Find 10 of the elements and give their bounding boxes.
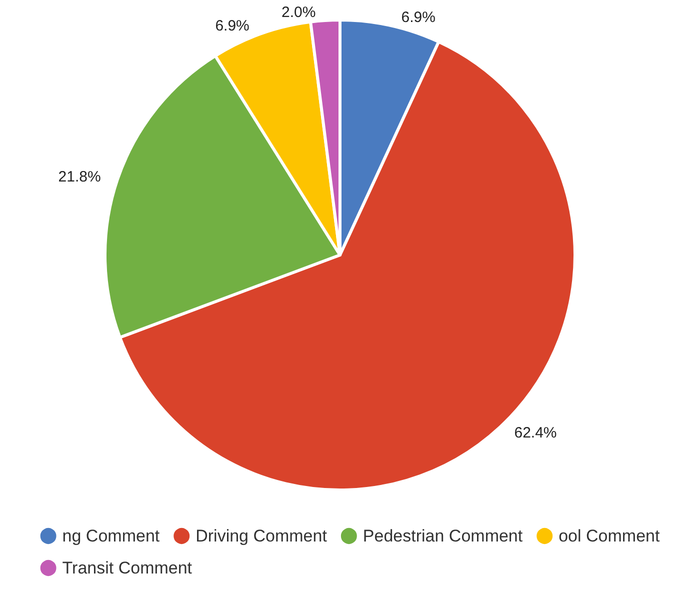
data-label: 62.4% [514, 424, 557, 442]
legend-label: ool Comment [558, 526, 660, 546]
legend-label: Driving Comment [196, 526, 328, 546]
legend-label: Transit Comment [62, 558, 192, 578]
legend-label: ng Comment [62, 526, 160, 546]
data-label: 2.0% [282, 4, 316, 21]
data-label: 6.9% [401, 9, 436, 26]
data-label: 21.8% [58, 168, 101, 186]
legend-label: Pedestrian Comment [362, 526, 523, 546]
data-label: 6.9% [215, 18, 250, 35]
